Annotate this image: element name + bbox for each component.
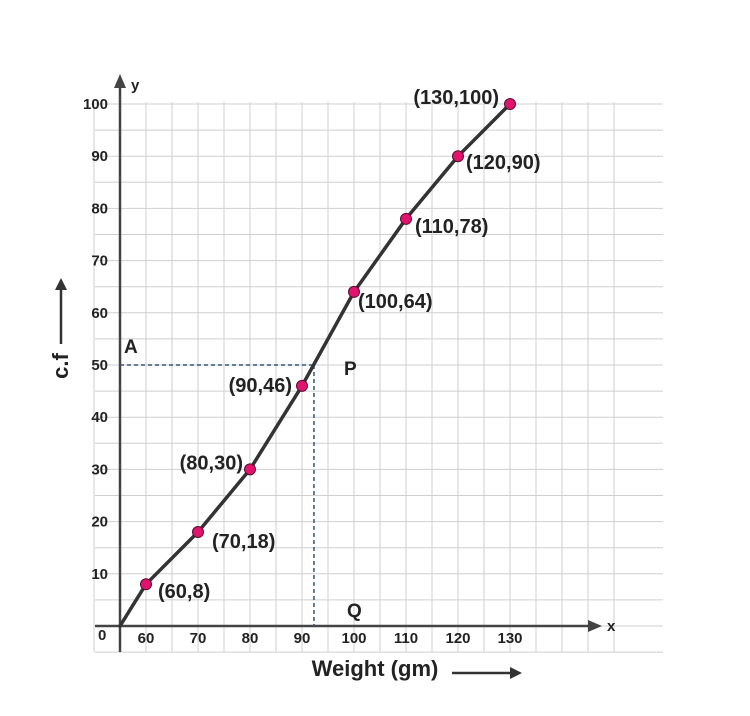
data-label: (90,46): [229, 375, 292, 397]
data-label: (80,30): [180, 452, 243, 474]
x-tick-label: 90: [294, 630, 311, 647]
labels: A P Q (60,8) (70,18) (80,30) (90,46) (100,64) (1…: [124, 87, 541, 622]
y-tick-label: 90: [91, 148, 108, 165]
origin-label: 0: [98, 627, 106, 644]
data-label: (70,18): [212, 531, 275, 553]
x-tick-label: 60: [138, 630, 155, 647]
y-tick-label: 10: [91, 566, 108, 583]
y-title-arrow-head: [55, 278, 67, 290]
label-Q: Q: [347, 601, 362, 622]
data-label: (100,64): [358, 291, 433, 313]
x-tick-label: 130: [497, 630, 522, 647]
median-guides: [120, 364, 315, 626]
x-tick-label: 80: [242, 630, 259, 647]
data-point: [192, 526, 204, 539]
label-A: A: [124, 337, 138, 358]
data-point: [504, 98, 516, 110]
data-label: (120,90): [466, 152, 541, 174]
data-label: (110,78): [415, 216, 488, 238]
y-tick-label: 70: [91, 253, 108, 270]
grid: [93, 102, 663, 653]
y-tick-label: 80: [91, 200, 108, 217]
y-tick-label: 40: [91, 409, 108, 426]
y-tick-label: 30: [91, 461, 108, 478]
x-tick-label: 110: [394, 630, 418, 647]
data-point: [140, 578, 152, 591]
data-point: [348, 285, 360, 298]
label-P: P: [344, 359, 357, 380]
x-axis-title: Weight (gm): [312, 656, 439, 681]
x-tick-label: 70: [190, 630, 207, 647]
y-tick-label: 100: [83, 96, 108, 113]
data-point: [452, 150, 464, 163]
data-point: [400, 212, 412, 225]
x-tick-label: 100: [341, 630, 366, 647]
axes: y x 0 60 70 80 90 100 110 120 130 10 20 30 40 50 60 70 80 9…: [48, 74, 616, 681]
x-axis-arrow: [588, 620, 602, 632]
x-axis-letter: x: [607, 618, 616, 635]
y-tick-label: 20: [91, 514, 108, 531]
data-points: [140, 98, 516, 591]
data-label: (60,8): [158, 581, 210, 603]
y-tick-label: 60: [91, 305, 108, 322]
data-label: (130,100): [413, 87, 499, 109]
y-axis-title: c.f: [48, 352, 73, 378]
x-title-arrow-head: [510, 667, 522, 679]
y-axis-arrow: [114, 74, 126, 88]
data-point: [244, 463, 256, 476]
x-tick-label: 120: [445, 630, 470, 647]
data-point: [296, 379, 308, 392]
y-tick-label: 50: [91, 357, 108, 374]
y-axis-letter: y: [131, 77, 140, 94]
